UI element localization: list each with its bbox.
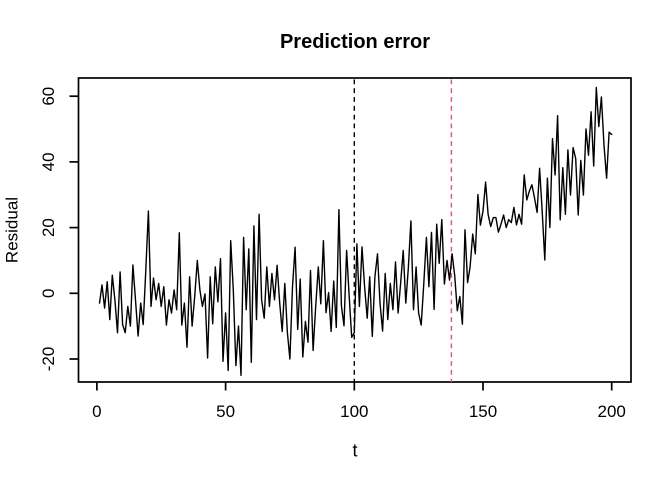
svg-text:150: 150 <box>469 402 497 421</box>
svg-text:50: 50 <box>216 402 235 421</box>
svg-text:0: 0 <box>39 289 58 298</box>
svg-text:t: t <box>352 441 357 461</box>
svg-text:100: 100 <box>340 402 368 421</box>
svg-text:200: 200 <box>598 402 626 421</box>
svg-text:Residual: Residual <box>3 197 22 263</box>
svg-text:-20: -20 <box>39 347 58 372</box>
svg-text:40: 40 <box>39 152 58 171</box>
svg-text:Prediction error: Prediction error <box>280 31 430 53</box>
svg-text:60: 60 <box>39 87 58 106</box>
svg-text:20: 20 <box>39 218 58 237</box>
svg-text:0: 0 <box>92 402 101 421</box>
